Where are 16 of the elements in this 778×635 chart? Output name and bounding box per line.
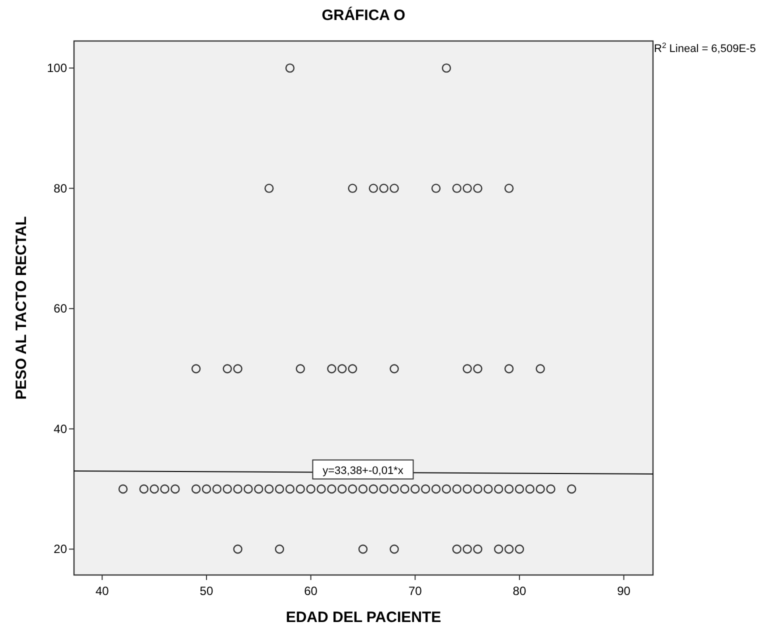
x-axis-title: EDAD DEL PACIENTE [286, 609, 442, 626]
chart-title: GRÁFICA O [322, 6, 406, 24]
y-tick-label: 20 [54, 542, 68, 556]
y-tick-label: 100 [46, 61, 68, 76]
x-tick-label: 80 [512, 584, 526, 598]
y-tick-label: 40 [54, 422, 68, 436]
x-tick-label: 60 [304, 584, 318, 598]
annotation: y=33,38+-0,01*x [322, 464, 404, 477]
x-tick-label: 90 [617, 584, 631, 598]
x-tick-label: 40 [95, 584, 110, 598]
y-tick-label: 60 [54, 302, 68, 316]
text: R$^{2}$ Lineal = 6,509E-5 [654, 40, 756, 55]
y-tick-label: 80 [54, 181, 68, 196]
y-axis-title: PESO AL TACTO RECTAL [13, 216, 30, 400]
x-tick-label: 70 [408, 584, 422, 598]
x-tick-label: 50 [200, 584, 214, 598]
